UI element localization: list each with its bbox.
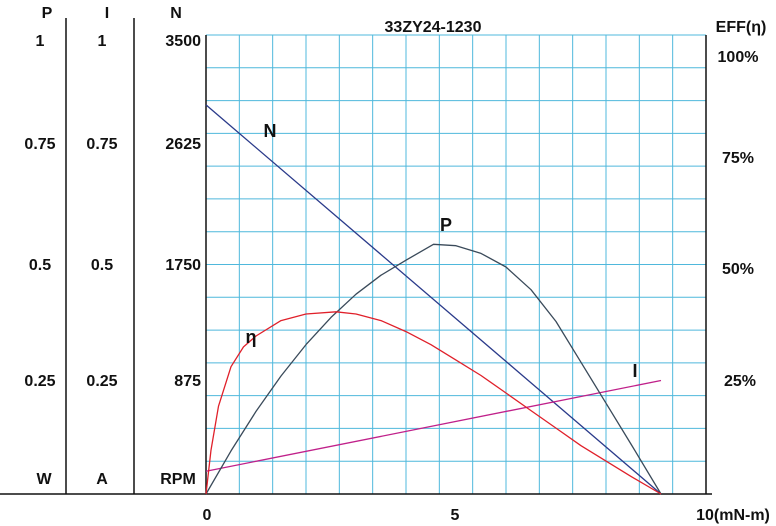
eff-tick-label: 100%	[718, 49, 759, 66]
series-label-p: P	[440, 215, 452, 235]
n-axis-ticks: 3500 2625 1750 875	[165, 33, 201, 390]
x-axis-ticks: 0 5 10(mN-m)	[203, 507, 770, 524]
right-axis-header-eff: EFF(η)	[716, 19, 767, 36]
p-unit-label: W	[36, 471, 52, 488]
i-tick-label: 0.25	[86, 373, 117, 390]
chart-grid	[206, 34, 706, 494]
series-label-n: N	[264, 121, 277, 141]
left-axis-header-n: N	[170, 5, 182, 22]
series-line-p	[205, 243, 662, 495]
n-tick-label: 2625	[165, 136, 201, 153]
series-line-n	[205, 104, 662, 495]
n-tick-label: 875	[174, 373, 201, 390]
n-tick-label: 3500	[165, 33, 201, 50]
i-tick-label: 0.5	[91, 257, 113, 274]
p-axis-ticks: 1 0.75 0.5 0.25	[24, 33, 55, 390]
x-tick-label: 0	[203, 507, 212, 524]
p-tick-label: 0.25	[24, 373, 55, 390]
eff-tick-label: 50%	[722, 261, 754, 278]
series-line-i	[205, 379, 662, 472]
i-tick-label: 1	[98, 33, 107, 50]
i-tick-label: 0.75	[86, 136, 117, 153]
x-tick-label: 5	[451, 507, 460, 524]
chart-curves	[205, 104, 662, 495]
p-tick-label: 0.75	[24, 136, 55, 153]
i-axis-ticks: 1 0.75 0.5 0.25	[86, 33, 117, 390]
left-axis-header-i: I	[105, 5, 109, 22]
series-line-eta	[205, 311, 662, 495]
eff-tick-label: 75%	[722, 150, 754, 167]
p-tick-label: 1	[36, 33, 45, 50]
x-tick-label: 10(mN-m)	[696, 507, 770, 524]
series-label-eta: η	[246, 327, 257, 347]
p-tick-label: 0.5	[29, 257, 51, 274]
eff-axis-ticks: 100% 75% 50% 25%	[718, 49, 759, 390]
left-axis-header-p: P	[42, 5, 53, 22]
n-unit-label: RPM	[160, 471, 196, 488]
chart-title: 33ZY24-1230	[385, 19, 482, 36]
n-tick-label: 1750	[165, 257, 201, 274]
series-label-i: I	[632, 361, 637, 381]
eff-tick-label: 25%	[724, 373, 756, 390]
i-unit-label: A	[96, 471, 108, 488]
